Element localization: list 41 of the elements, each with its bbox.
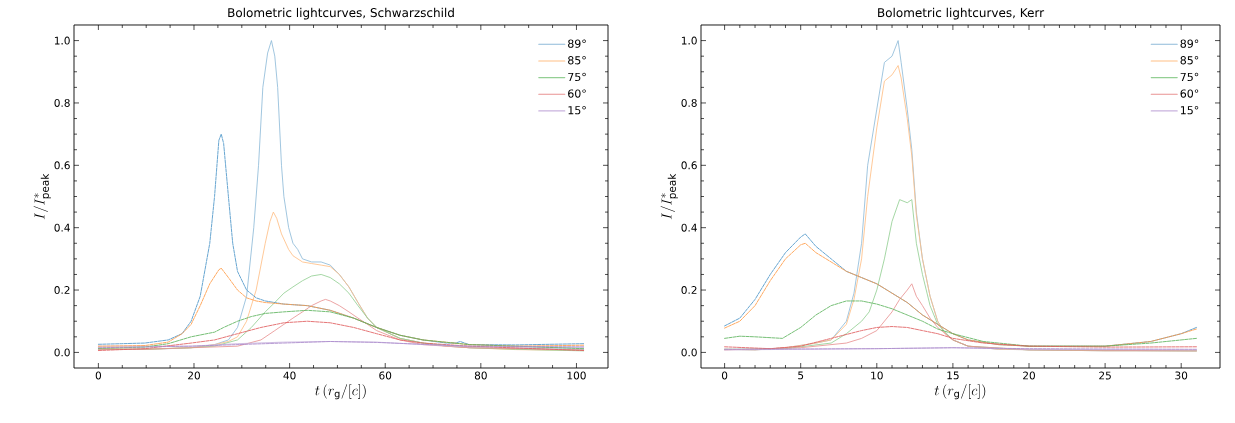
chart-title: Bolometric lightcurves, Kerr [878,7,1045,20]
legend-label: 85° [1180,56,1199,65]
x-tick-label: 100 [567,371,586,380]
x-tick-label: 5 [798,371,804,380]
y-tick-label: 0.6 [681,161,697,170]
y-tick-label: 0.0 [54,348,70,357]
x-tick-label: 20 [1023,371,1035,380]
y-tick-label: 1.0 [54,36,70,45]
legend-label: 89° [568,39,586,48]
y-tick-label: 0.4 [681,223,697,232]
legend-label: 60° [568,89,586,98]
x-tick-label: 15 [947,371,959,380]
legend-label: 60° [1180,89,1199,98]
y-axis-title: $I/I^{*}_{\mathrm{peak}}$ [33,173,51,220]
x-axis-title: $t\,(r_{\mathrm{g}}/[c])$ [934,384,986,400]
legend-label: 85° [568,56,586,65]
x-tick-label: 20 [188,371,200,380]
legend-label: 75° [568,72,586,82]
y-tick-label: 0.8 [54,98,70,107]
x-tick-label: 80 [474,371,487,380]
x-tick-label: 60 [379,371,392,380]
legend-label: 89° [1180,39,1199,48]
y-tick-label: 0.2 [681,286,697,295]
y-tick-label: 0.2 [54,286,70,295]
x-tick-label: 0 [95,371,102,380]
x-tick-label: 25 [1099,371,1111,380]
x-tick-label: 30 [1175,371,1188,380]
y-tick-label: 1.0 [681,36,697,45]
y-tick-label: 0.6 [54,161,70,170]
x-tick-label: 10 [871,371,883,380]
y-tick-label: 0.0 [681,348,697,357]
legend-label: 15° [1180,106,1199,115]
legend-label: 75° [1180,72,1199,82]
y-axis-title: $I/I^{*}_{\mathrm{peak}}$ [660,173,678,220]
chart-title: Bolometric lightcurves, Schwarzschild [228,7,454,20]
legend-label: 15° [568,106,586,115]
y-tick-label: 0.8 [681,98,697,107]
x-tick-label: 40 [283,371,296,380]
y-tick-label: 0.4 [54,223,70,232]
x-axis-title: $t\,(r_{\mathrm{g}}/[c])$ [315,384,366,400]
x-tick-label: 0 [721,371,728,380]
